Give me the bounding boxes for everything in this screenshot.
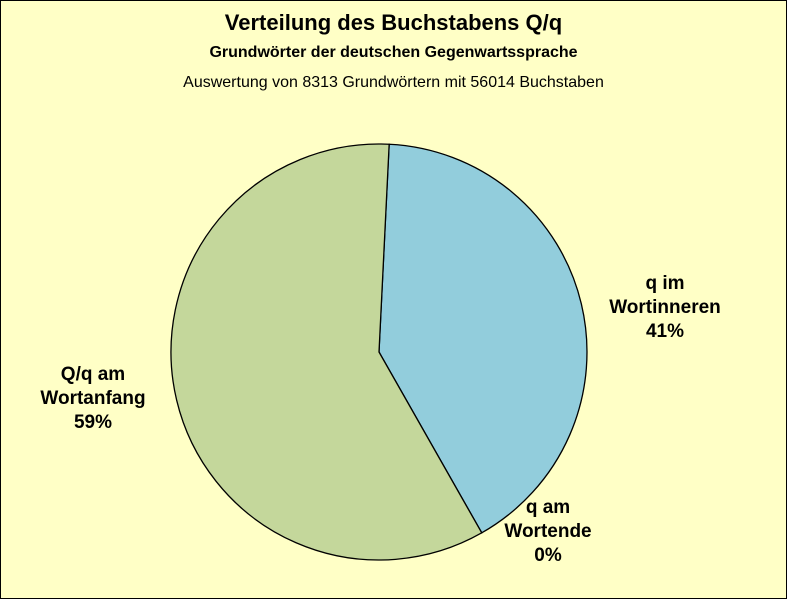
slice-label-line: q im xyxy=(645,273,685,294)
slice-label-line: Wortinneren xyxy=(609,297,721,318)
slice-label-wortinneren: q im Wortinneren 41% xyxy=(600,272,730,344)
slice-label-wortende: q am Wortende 0% xyxy=(488,496,608,568)
slice-label-line: q am xyxy=(525,497,571,518)
slice-label-line: Wortende xyxy=(504,521,592,542)
slice-percent: 0% xyxy=(534,545,562,566)
chart-subtitle: Grundwörter der deutschen Gegenwartsspra… xyxy=(209,44,578,61)
chart-note: Auswertung von 8313 Grundwörtern mit 560… xyxy=(183,74,604,91)
slice-label-line: Wortanfang xyxy=(40,388,146,409)
pie-slice-1 xyxy=(378,143,588,534)
pie-slice-0 xyxy=(170,143,483,561)
slice-percent: 41% xyxy=(645,321,685,342)
slice-label-wortanfang: Q/q am Wortanfang 59% xyxy=(28,363,158,435)
slice-label-line: Q/q am xyxy=(60,364,126,385)
slice-percent: 59% xyxy=(73,412,113,433)
chart-title: Verteilung des Buchstabens Q/q xyxy=(224,10,563,35)
